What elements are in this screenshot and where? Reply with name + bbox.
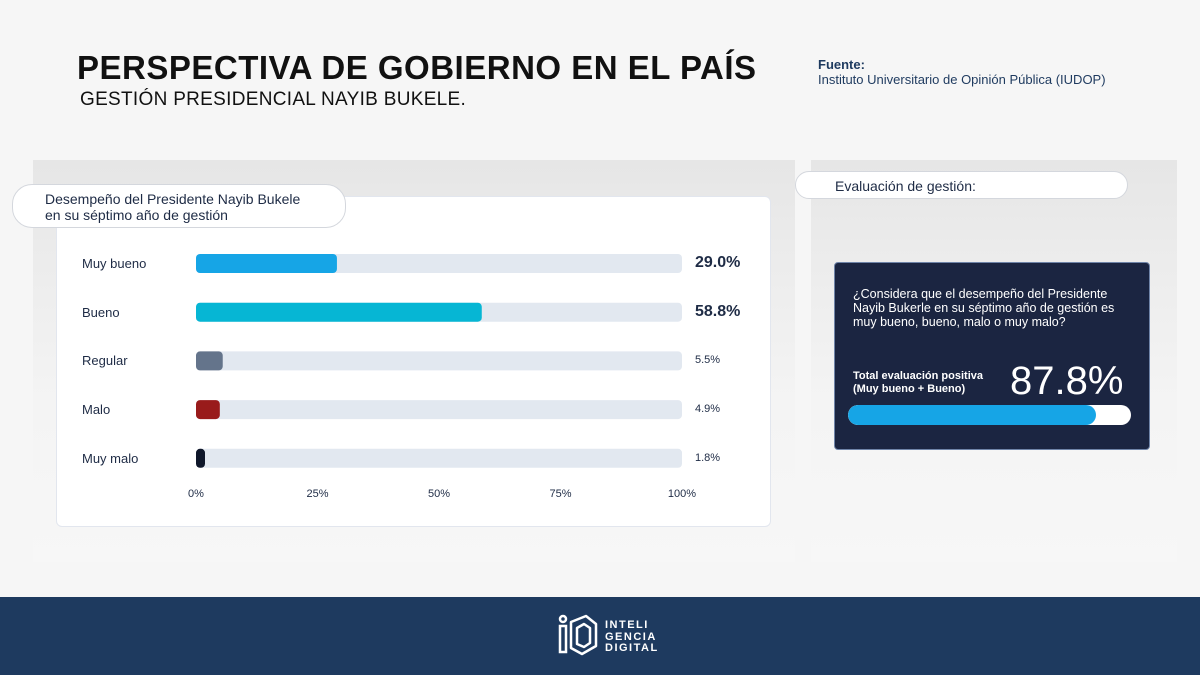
x-tick-label: 0% (188, 488, 204, 500)
x-tick-label: 75% (549, 488, 572, 500)
value-label: 4.9% (695, 403, 721, 416)
bar-regular (196, 351, 223, 371)
x-tick-label: 25% (306, 488, 329, 500)
evaluation-pill: Evaluación de gestión: (795, 171, 1128, 199)
total-positive-label: Total evaluación positiva (Muy bueno + B… (853, 370, 983, 396)
chart-title-line-2: en su séptimo año de gestión (45, 207, 228, 223)
inteligencia-digital-logo-icon (558, 614, 598, 656)
total-positive-line-1: Total evaluación positiva (853, 370, 983, 382)
category-label: Muy malo (82, 450, 139, 466)
source-text: Instituto Universitario de Opinión Públi… (818, 72, 1106, 87)
category-label: Regular (82, 353, 128, 369)
bar-track (196, 351, 682, 371)
question-text: ¿Considera que el desempeño del Presiden… (853, 287, 1115, 329)
value-label: 1.8% (695, 451, 721, 464)
logo-text-line-3: DIGITAL (605, 642, 659, 654)
value-label: 29.0% (695, 254, 741, 271)
value-label: 5.5% (695, 354, 721, 367)
bar-track (196, 448, 682, 468)
bar-bueno (196, 302, 482, 322)
bar-track (196, 400, 682, 420)
category-label: Bueno (82, 304, 120, 320)
total-positive-track (848, 405, 1131, 425)
total-positive-line-2: (Muy bueno + Bueno) (853, 383, 966, 395)
total-positive-fill (848, 405, 1097, 425)
total-positive-value: 87.8% (1010, 359, 1124, 403)
chart-title-pill: Desempeño del Presidente Nayib Bukele en… (12, 184, 346, 228)
logo-text: INTELI GENCIA DIGITAL (605, 619, 659, 655)
category-label: Malo (82, 402, 111, 418)
value-label: 58.8% (695, 302, 741, 320)
category-label: Muy bueno (82, 256, 147, 271)
logo-text-line-1: INTELI (605, 619, 649, 631)
bar-malo (196, 400, 220, 420)
x-tick-label: 100% (667, 488, 697, 500)
footer-bar (0, 597, 1200, 675)
bar-muy-malo (196, 448, 205, 468)
page-title: PERSPECTIVA DE GOBIERNO EN EL PAÍS (77, 49, 757, 86)
source-label: Fuente: (818, 57, 865, 72)
bar-muy-bueno (196, 254, 337, 273)
chart-title-line-1: Desempeño del Presidente Nayib Bukele (45, 191, 301, 207)
logo-text-line-2: GENCIA (605, 630, 657, 643)
x-tick-label: 50% (427, 488, 451, 500)
page-subtitle: GESTIÓN PRESIDENCIAL NAYIB BUKELE. (80, 89, 467, 110)
